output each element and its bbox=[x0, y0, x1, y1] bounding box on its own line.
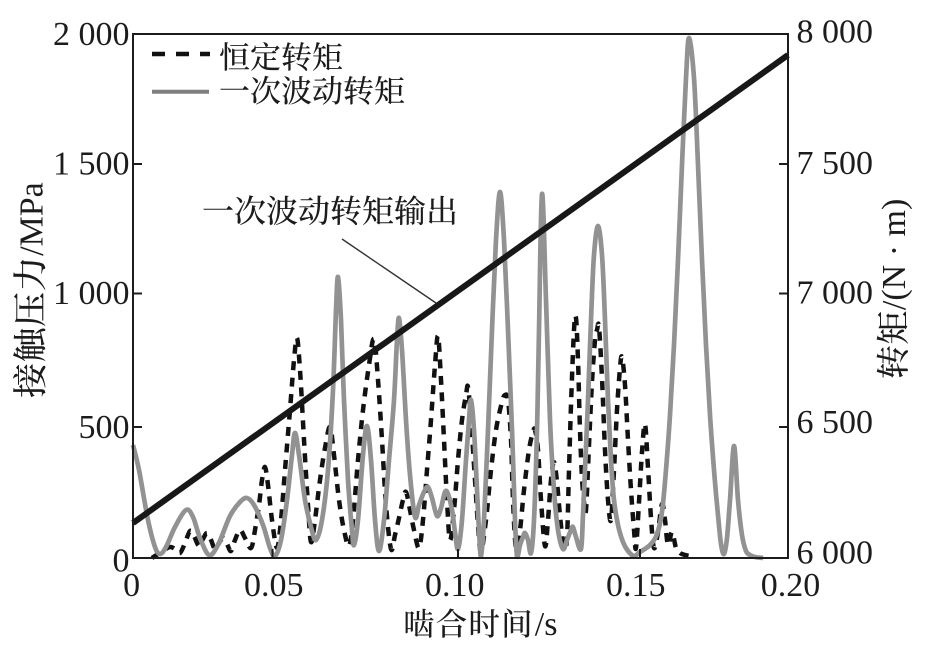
svg-text:0.10: 0.10 bbox=[425, 567, 485, 604]
svg-text:/MPa: /MPa bbox=[14, 182, 51, 256]
svg-text:/(N · m): /(N · m) bbox=[876, 199, 913, 310]
svg-text:1 500: 1 500 bbox=[53, 145, 130, 182]
svg-text:0.05: 0.05 bbox=[244, 567, 304, 604]
svg-text:8 000: 8 000 bbox=[797, 13, 874, 50]
svg-text:6 500: 6 500 bbox=[797, 404, 874, 441]
svg-text:7 500: 7 500 bbox=[797, 145, 874, 182]
svg-text:0: 0 bbox=[123, 567, 140, 604]
svg-text:0: 0 bbox=[113, 542, 130, 579]
svg-text:0.15: 0.15 bbox=[606, 567, 666, 604]
svg-text:/s: /s bbox=[535, 606, 558, 643]
svg-text:0.20: 0.20 bbox=[761, 567, 821, 604]
svg-text:6 000: 6 000 bbox=[797, 534, 874, 571]
svg-text:500: 500 bbox=[79, 409, 130, 446]
svg-text:2 000: 2 000 bbox=[53, 16, 130, 53]
svg-text:1 000: 1 000 bbox=[53, 275, 130, 312]
svg-text:7 000: 7 000 bbox=[797, 274, 874, 311]
